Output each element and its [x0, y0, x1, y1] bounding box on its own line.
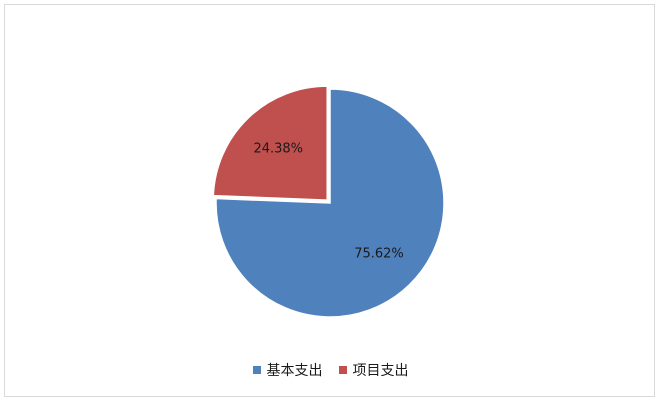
pie-data-labels: 75.62% 24.38%: [253, 142, 403, 262]
pie-slice-1: [215, 88, 445, 318]
legend-label-2: 项目支出: [352, 363, 409, 379]
legend-item-1: 基本支出: [252, 360, 323, 380]
pie-slice-2: [212, 85, 328, 201]
chart-legend: 基本支出 项目支出: [0, 360, 661, 380]
legend-item-2: 项目支出: [338, 360, 409, 380]
pie-data-label-2: 24.38%: [253, 142, 303, 157]
pie-slices: [212, 85, 445, 318]
pie-data-label-1: 75.62%: [354, 246, 404, 261]
legend-swatch-1: [252, 366, 261, 374]
legend-label-1: 基本支出: [266, 363, 323, 379]
legend-swatch-2: [338, 366, 347, 374]
